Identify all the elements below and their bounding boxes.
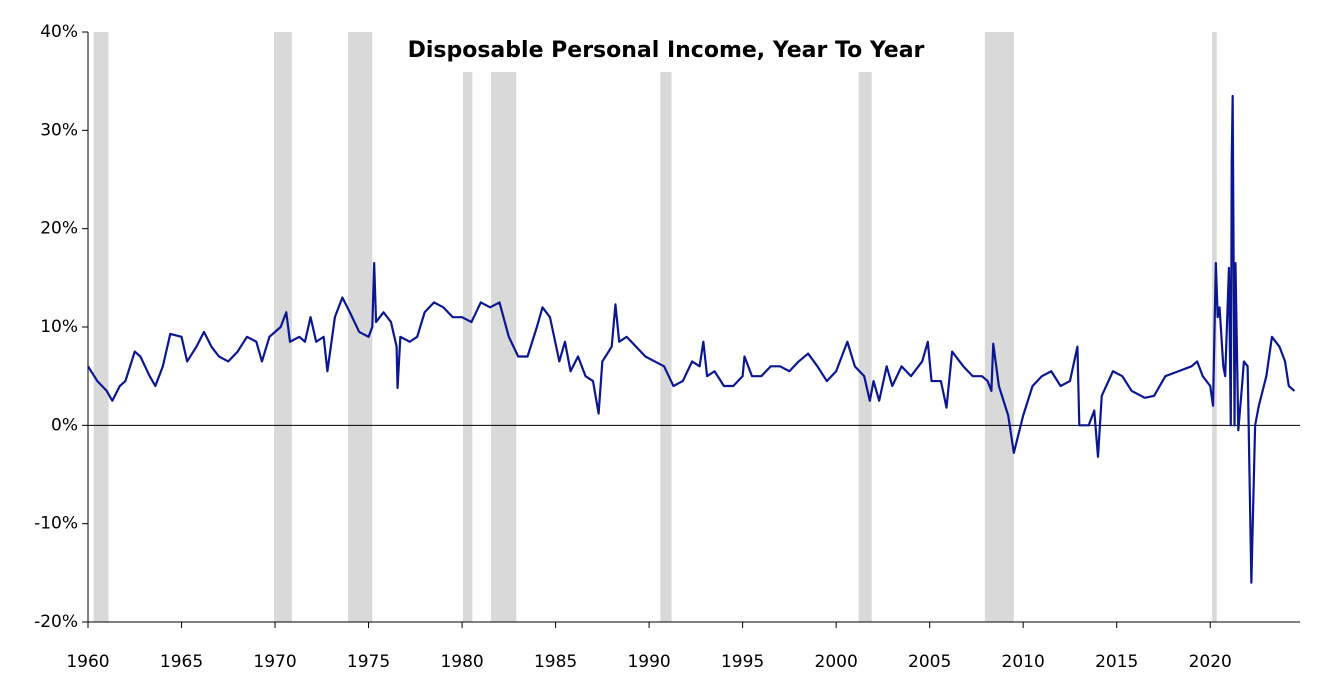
data-line xyxy=(87,94,1296,584)
y-tick-label: -20% xyxy=(34,612,78,632)
y-tick-label: 0% xyxy=(51,415,78,435)
x-tick-label: 1970 xyxy=(253,652,296,672)
chart-title: Disposable Personal Income, Year To Year xyxy=(408,38,925,63)
recession-band xyxy=(858,32,872,622)
x-tick-label: 1960 xyxy=(66,652,109,672)
recession-band xyxy=(491,32,517,622)
recession-band xyxy=(463,32,473,622)
y-tick-label: 10% xyxy=(40,317,78,337)
recession-band xyxy=(93,32,109,622)
y-tick-label: 40% xyxy=(40,22,78,42)
x-tick-label: 2010 xyxy=(1002,652,1045,672)
x-tick-label: 1975 xyxy=(347,652,390,672)
x-tick-label: 1995 xyxy=(721,652,764,672)
recession-band xyxy=(274,32,292,622)
recession-band xyxy=(347,32,373,622)
recession-band xyxy=(984,32,1014,622)
title-box xyxy=(382,30,950,72)
x-tick-label: 2000 xyxy=(815,652,858,672)
x-tick-label: 1985 xyxy=(534,652,577,672)
x-tick-label: 2005 xyxy=(908,652,951,672)
x-tick-label: 2020 xyxy=(1189,652,1232,672)
y-tick-label: 30% xyxy=(40,120,78,140)
recession-band xyxy=(660,32,672,622)
x-tick-label: 1990 xyxy=(627,652,670,672)
x-tick-label: 1980 xyxy=(440,652,483,672)
x-tick-label: 2015 xyxy=(1095,652,1138,672)
x-tick-label: 1965 xyxy=(160,652,203,672)
y-tick-label: -10% xyxy=(34,514,78,534)
y-tick-label: 20% xyxy=(40,219,78,239)
